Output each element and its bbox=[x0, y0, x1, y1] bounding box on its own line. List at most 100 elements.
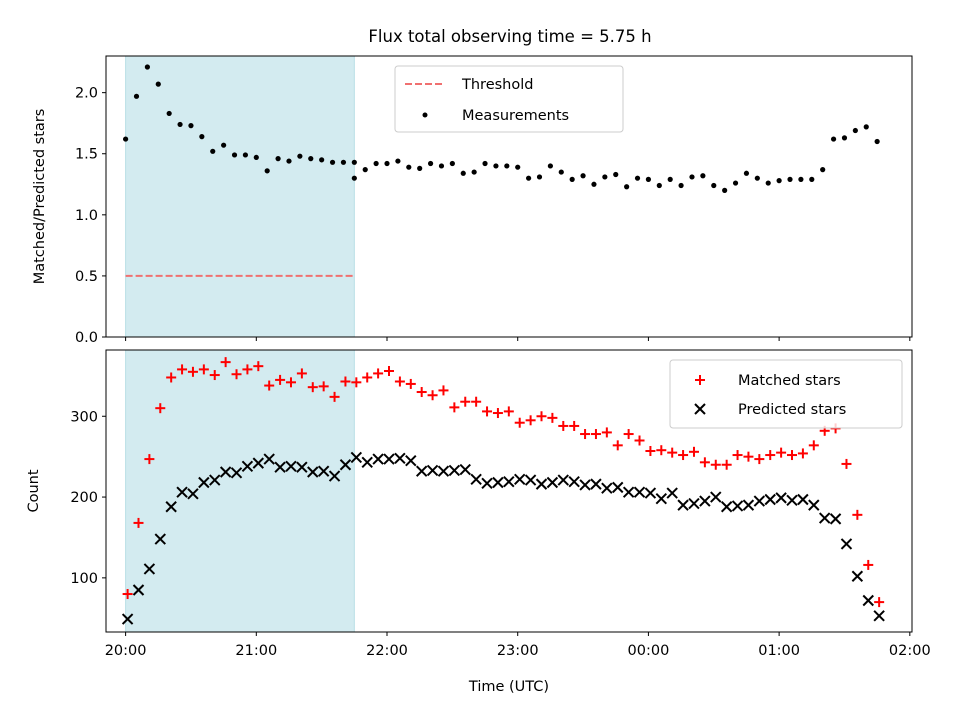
cross-b bbox=[699, 495, 711, 507]
matched-point bbox=[427, 390, 438, 401]
measurement-point bbox=[765, 180, 771, 186]
cross-b bbox=[633, 486, 646, 498]
matched-point bbox=[797, 448, 808, 459]
matched-point bbox=[558, 420, 569, 431]
cross-b bbox=[742, 499, 755, 511]
cross-b bbox=[666, 487, 678, 499]
y-tick-label: 0.0 bbox=[75, 330, 98, 346]
predicted-point bbox=[263, 453, 275, 465]
matched-point bbox=[285, 377, 296, 388]
matched-point bbox=[612, 440, 623, 451]
predicted-point bbox=[808, 499, 820, 511]
matched-point bbox=[296, 368, 307, 379]
measurement-point bbox=[155, 81, 161, 87]
y-tick-label: 1.5 bbox=[75, 147, 98, 163]
predicted-point bbox=[394, 452, 406, 464]
predicted-point bbox=[241, 460, 254, 473]
matched-point bbox=[765, 450, 776, 461]
measurement-point bbox=[841, 135, 848, 141]
predicted-point bbox=[187, 488, 199, 500]
measurement-point bbox=[177, 121, 183, 128]
cross-b bbox=[797, 493, 809, 506]
cross-b bbox=[459, 463, 471, 476]
predicted-point bbox=[274, 461, 286, 473]
predicted-point bbox=[307, 466, 319, 478]
cross-b bbox=[415, 465, 428, 477]
measurement-point bbox=[308, 156, 314, 162]
measurement-point bbox=[569, 176, 575, 182]
matched-point bbox=[122, 589, 133, 600]
measurement-point bbox=[351, 175, 357, 181]
measurement-point bbox=[493, 163, 499, 169]
matched-point bbox=[166, 372, 177, 383]
measurement-point bbox=[634, 175, 641, 181]
measurement-point bbox=[787, 176, 793, 182]
matched-point bbox=[590, 429, 601, 440]
cross-b bbox=[230, 467, 243, 479]
cross-b bbox=[394, 452, 406, 464]
y-tick-label: 100 bbox=[70, 571, 98, 587]
y-tick-label: 0.5 bbox=[75, 269, 98, 285]
matched-point bbox=[275, 374, 286, 385]
cross-b bbox=[307, 466, 319, 478]
cross-b bbox=[372, 453, 384, 465]
cross-b bbox=[274, 461, 286, 473]
measurement-point bbox=[166, 110, 172, 117]
count-legend: Matched stars Predicted stars bbox=[669, 359, 903, 429]
cross-b bbox=[851, 570, 864, 582]
legend-measurements-swatch bbox=[422, 112, 428, 118]
measurement-point bbox=[809, 176, 815, 182]
predicted-point bbox=[165, 501, 177, 513]
measurement-point bbox=[526, 175, 532, 181]
predicted-point bbox=[448, 464, 461, 477]
y-tick-label: 2.0 bbox=[75, 86, 98, 102]
cross-b bbox=[535, 478, 548, 490]
measurement-point bbox=[667, 176, 673, 182]
cross-b bbox=[786, 494, 798, 506]
measurement-point bbox=[373, 160, 379, 167]
matched-point bbox=[852, 509, 863, 520]
cross-b bbox=[818, 512, 831, 524]
legend-matched-label: Matched stars bbox=[738, 373, 841, 389]
cross-b bbox=[622, 486, 635, 498]
measurement-point bbox=[351, 159, 357, 165]
cross-b bbox=[688, 497, 700, 510]
count-legend-box bbox=[669, 359, 903, 429]
predicted-point bbox=[633, 486, 646, 498]
matched-point bbox=[351, 377, 362, 388]
count-x-ticks: 20:00 21:00 22:00 23:00 00:00 01:00 02:00 bbox=[105, 632, 931, 659]
measurement-point bbox=[776, 178, 782, 184]
measurement-point bbox=[362, 167, 368, 173]
matched-point bbox=[155, 403, 166, 414]
cross-b bbox=[694, 403, 706, 415]
cross-b bbox=[132, 584, 145, 596]
matched-point bbox=[787, 450, 798, 461]
cross-b bbox=[514, 473, 526, 485]
cross-b bbox=[808, 499, 820, 511]
measurement-point bbox=[482, 160, 488, 167]
predicted-point bbox=[339, 459, 352, 471]
predicted-point bbox=[143, 563, 156, 575]
matched-point bbox=[405, 378, 416, 389]
ratio-measurements bbox=[123, 64, 880, 193]
predicted-point bbox=[503, 476, 515, 488]
predicted-point bbox=[644, 487, 657, 499]
predicted-point bbox=[383, 453, 395, 465]
measurement-point bbox=[329, 159, 336, 165]
predicted-point bbox=[470, 473, 482, 485]
predicted-point bbox=[350, 451, 363, 464]
matched-point bbox=[340, 376, 351, 387]
x-tick-label: 22:00 bbox=[366, 643, 408, 659]
x-tick-label: 02:00 bbox=[889, 643, 931, 659]
cross-b bbox=[263, 453, 275, 465]
matched-point bbox=[209, 370, 220, 381]
measurement-point bbox=[722, 187, 728, 193]
measurement-point bbox=[504, 163, 510, 169]
predicted-point bbox=[797, 493, 809, 506]
predicted-point bbox=[677, 499, 689, 511]
cross-b bbox=[187, 488, 199, 500]
matched-point bbox=[384, 366, 395, 377]
predicted-point bbox=[579, 479, 591, 491]
cross-b bbox=[753, 495, 766, 507]
measurement-point bbox=[199, 134, 205, 140]
